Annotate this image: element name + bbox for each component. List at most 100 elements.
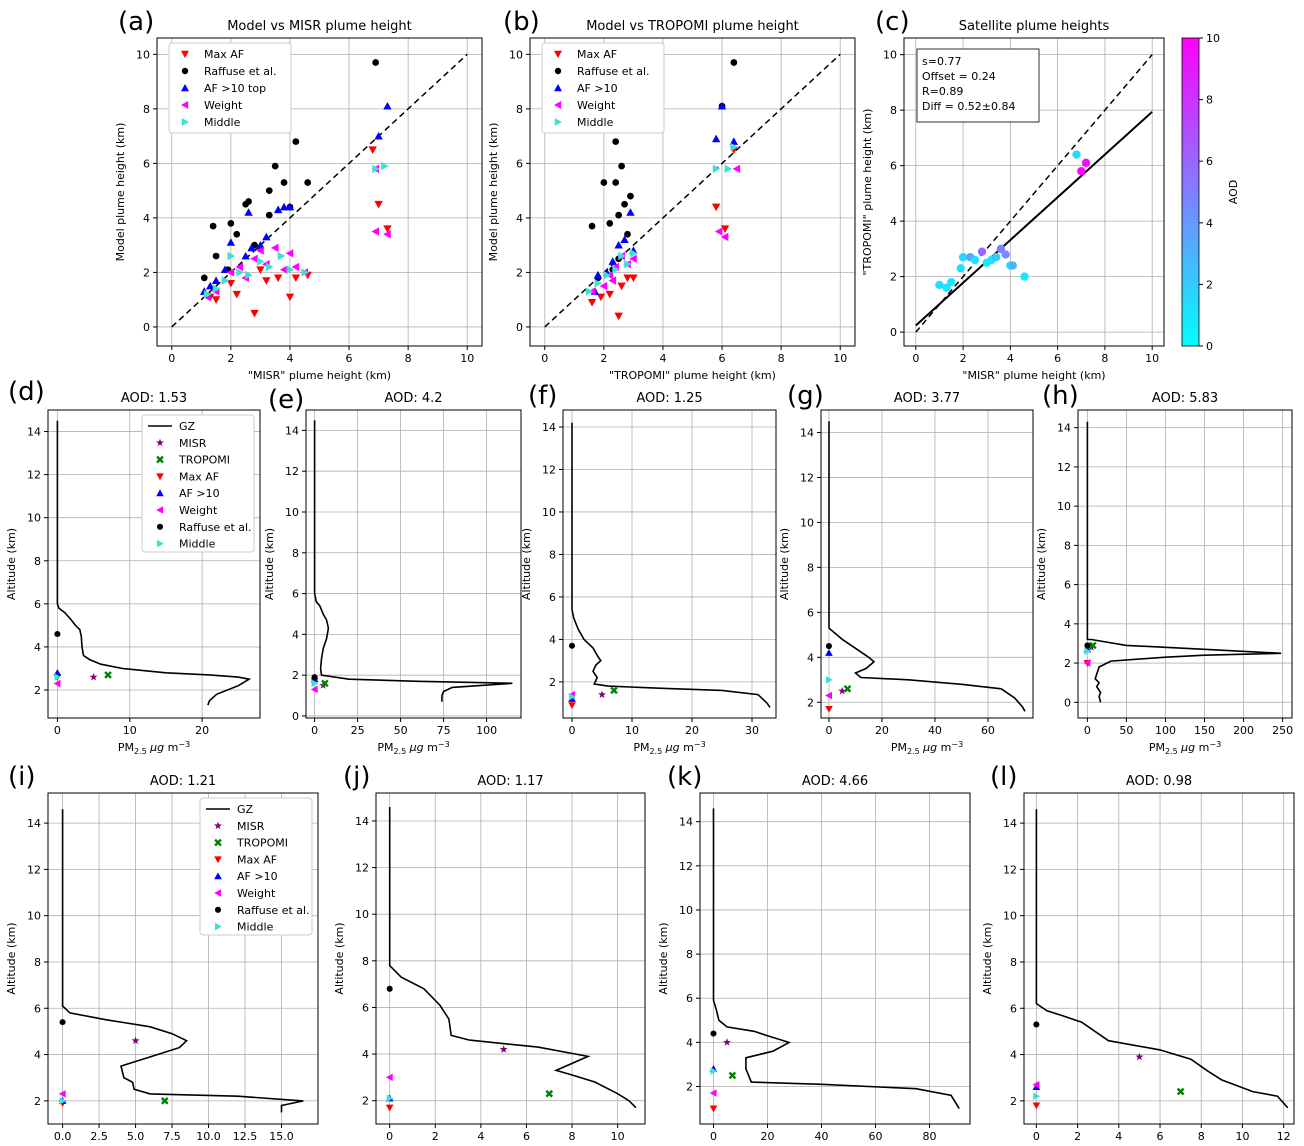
middle-marker [59,1097,67,1105]
middle-marker [386,1094,394,1103]
aod-point [1008,261,1017,270]
plot-area [171,53,468,328]
raffuse-legend-marker [181,67,189,75]
colorbar-bar [1181,37,1200,347]
stats-box: s=0.77 Offset = 0.24 R=0.89 Diff = 0.52±0.8… [916,48,1040,123]
y-tick-label: 0 [516,321,523,334]
af-point [729,137,739,145]
y-tick-label: 8 [890,104,897,117]
x-tick-label: 20 [685,724,699,737]
y-tick-label: 12 [1003,863,1017,876]
raffuse-marker [311,674,318,681]
misr-marker [1135,1052,1144,1061]
panel-a: 0 2 4 6 8 10 0 2 4 6 8 10 Model vs MISR plume height… [114,7,483,382]
raffuse-point [730,59,738,66]
maxaf-legend-label: Max AF [179,470,219,483]
plot-area [58,809,304,1113]
panel-f: 0 10 20 30 2 4 6 8 10 12 14 AOD: 1.25 PM2.5 μg m−3 Al… [520,381,777,756]
af-point [711,134,721,143]
y-tick-label: 8 [1010,956,1017,969]
middle-point [712,164,721,174]
panel-title: AOD: 4.2 [384,391,442,406]
weight-point [371,227,379,236]
y-tick-label: 12 [27,469,41,482]
af-point [262,232,271,241]
middle-point [265,262,274,272]
maxaf-marker [568,702,576,710]
y-tick-label: 14 [27,817,41,830]
x-tick-label: 20 [195,724,209,737]
y-tick-label: 12 [355,862,369,875]
y-tick-label: 8 [143,103,150,116]
middle-point [236,268,244,277]
y-axis-label: "TROPOMI" plume height (km) [861,109,874,276]
gz-profile-line [712,808,960,1110]
legend-box [199,797,313,936]
weight-point [629,254,637,263]
misr-marker [598,690,606,699]
y-tick-label: 2 [807,696,814,709]
af-legend-marker [181,84,189,92]
tropomi-marker [728,1071,737,1080]
x-tick-label: 8 [1101,352,1108,365]
x-tick-label: 4 [659,352,666,365]
x-tick-label: 8 [569,1130,576,1143]
x-tick-label: 0 [311,724,318,737]
y-tick-label: 4 [292,628,299,641]
middle-point [277,251,286,261]
panel-b: 0 2 4 6 8 10 0 2 4 6 8 10 Model vs TROPOMI plume hei… [487,7,856,382]
axes-frame [156,37,483,347]
y-tick-label: 8 [34,956,41,969]
maxaf-point [623,274,632,283]
middle-legend-label: Middle [577,116,614,129]
af-point [626,208,635,216]
plot-area [709,808,960,1113]
panel-e: 0 25 50 75 100 0 2 4 6 8 10 12 14 AOD: 4.2 PM2.5 μg m−… [263,385,522,756]
raffuse-marker [59,1019,66,1026]
af-point [226,238,236,246]
x-axis-label: PM2.5 μg m−3 [1149,740,1221,756]
weight-point [608,276,617,285]
maxaf-point [273,274,283,283]
weight-point [226,268,235,277]
legend: Max AF Raffuse et al. AF >10 top Weight Midd… [168,42,292,134]
x-tick-label: 12 [1277,1130,1291,1143]
tropomi-marker [545,1089,554,1098]
y-axis-label: Altitude (km) [5,528,18,600]
legend: Max AF Raffuse et al. AF >10 Weight Middle [541,42,665,134]
stats-line: s=0.77 [922,55,961,68]
aod-point [1081,158,1091,168]
middle-point [257,257,265,266]
stats-frame [916,48,1040,123]
tropomi-marker [1176,1087,1185,1096]
tropomi-legend-label: TROPOMI [178,454,230,467]
raffuse-point [233,230,241,238]
y-tick-label: 4 [516,212,523,225]
x-tick-label: 2 [227,352,234,365]
y-tick-label: 2 [516,266,523,279]
middle-point [227,251,236,261]
middle-point [624,260,632,269]
raffuse-legend-label: Raffuse et al. [179,521,252,534]
y-tick-label: 14 [355,815,369,828]
y-tick-label: 10 [285,506,299,519]
axes-frame [375,792,646,1125]
aod-point [970,255,980,265]
weight-legend-marker [156,506,164,514]
y-axis-label: Altitude (km) [520,528,533,600]
x-tick-label: 0 [825,724,832,737]
y-tick-label: 10 [679,904,693,917]
panel-h: 0 50 100 150 200 250 0 2 4 6 8 10 12 14 AOD: 5.83 PM2.5… [1035,381,1293,756]
weight-legend-label: Weight [179,504,218,517]
middle-marker [54,673,62,681]
af-point [593,270,603,279]
middle-legend-label: Middle [204,116,241,129]
maxaf-legend-label: Max AF [577,48,617,61]
raffuse-point [606,219,614,227]
y-tick-label: 10 [800,516,814,529]
x-tick-label: 6 [523,1130,530,1143]
axes-frame [562,409,777,719]
x-tick-label: 10 [1235,1130,1249,1143]
y-tick-label: 6 [34,1002,41,1015]
y-tick-label: 4 [890,215,897,228]
